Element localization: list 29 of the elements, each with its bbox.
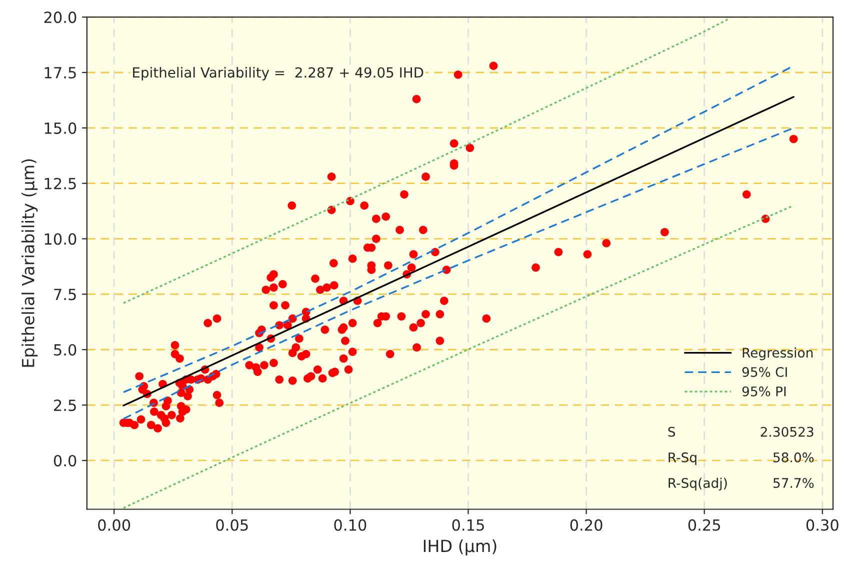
y-tick-label: 10.0 xyxy=(44,233,76,245)
x-tick-label: 0.00 xyxy=(98,519,130,531)
y-tick-label: 12.5 xyxy=(44,178,76,190)
legend-label: 95% CI xyxy=(742,367,787,378)
y-tick-label: 7.5 xyxy=(54,288,76,300)
y-tick-label: 2.5 xyxy=(54,400,76,412)
line-series xyxy=(122,18,729,304)
y-axis-title: Epithelial Variability (µm) xyxy=(22,159,38,367)
y-tick-label: 15.0 xyxy=(44,122,76,134)
x-tick-label: 0.30 xyxy=(806,519,838,531)
x-tick-label: 0.05 xyxy=(216,519,248,531)
annotation: S xyxy=(668,426,676,437)
x-tick-label: 0.15 xyxy=(452,519,484,531)
annotation: 2.30523 xyxy=(760,426,814,437)
annotation: Epithelial Variability = 2.287 + 49.05 IHD xyxy=(133,66,424,80)
y-tick-label: 20.0 xyxy=(44,12,76,24)
x-tick-label: 0.25 xyxy=(688,519,720,531)
y-tick-label: 5.0 xyxy=(54,344,76,356)
legend-label: Regression xyxy=(742,347,813,360)
x-axis-title: IHD (µm) xyxy=(424,539,496,556)
annotation: 57.7% xyxy=(773,478,814,488)
y-tick-label: 0.0 xyxy=(54,454,76,466)
x-tick-label: 0.10 xyxy=(334,519,366,531)
annotation: 58.0% xyxy=(773,452,814,462)
y-tick-label: 17.5 xyxy=(44,67,76,79)
annotation: R-Sq xyxy=(668,452,696,465)
x-tick-label: 0.20 xyxy=(570,519,602,531)
annotation: R-Sq(adj) xyxy=(668,478,727,491)
legend-label: 95% PI xyxy=(742,386,786,396)
